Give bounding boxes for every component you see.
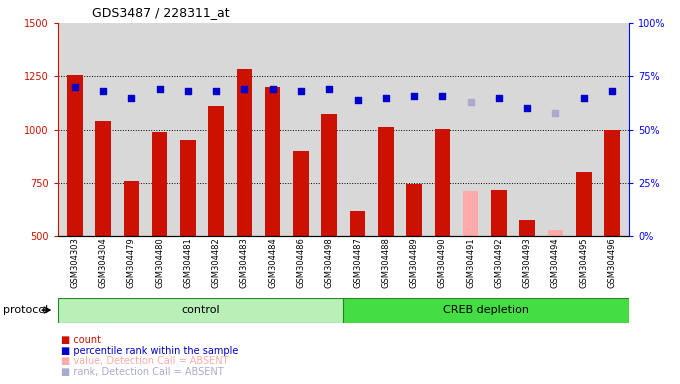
Text: CREB depletion: CREB depletion (443, 305, 529, 315)
Bar (576, 172, 592, 236)
Point (154, 86, 165, 92)
Point (607, 88, 617, 94)
Bar (547, 230, 563, 236)
Bar (67, 74, 82, 236)
Bar (293, 151, 309, 236)
Bar (343, 298, 629, 323)
Point (522, 105, 532, 111)
Text: GDS3487 / 228311_at: GDS3487 / 228311_at (92, 6, 229, 19)
Point (267, 86, 278, 92)
Bar (124, 181, 139, 236)
Point (409, 93, 420, 99)
Text: ■ count: ■ count (61, 335, 101, 345)
Bar (322, 114, 337, 236)
Bar (180, 140, 196, 236)
Point (211, 88, 222, 94)
Point (550, 109, 561, 116)
Point (126, 94, 137, 101)
Point (494, 94, 505, 101)
Point (239, 86, 250, 92)
Bar (58, 298, 343, 323)
Text: control: control (182, 305, 220, 315)
Bar (152, 132, 167, 236)
Text: ■ percentile rank within the sample: ■ percentile rank within the sample (61, 346, 239, 356)
Point (380, 94, 391, 101)
Point (352, 97, 363, 103)
Point (296, 88, 307, 94)
Text: ■ rank, Detection Call = ABSENT: ■ rank, Detection Call = ABSENT (61, 367, 224, 377)
Point (578, 94, 589, 101)
Bar (463, 191, 479, 236)
Point (465, 99, 476, 105)
Bar (378, 127, 394, 236)
Bar (237, 69, 252, 236)
Point (98, 88, 109, 94)
Bar (491, 190, 507, 236)
Point (324, 86, 335, 92)
Bar (208, 106, 224, 236)
Bar (95, 121, 111, 236)
Text: protocol: protocol (3, 305, 49, 315)
Text: ■ value, Detection Call = ABSENT: ■ value, Detection Call = ABSENT (61, 356, 228, 366)
Bar (605, 130, 619, 236)
Bar (350, 210, 365, 236)
Point (437, 93, 448, 99)
Bar (435, 129, 450, 236)
Bar (407, 184, 422, 236)
Point (182, 88, 193, 94)
Bar (520, 220, 535, 236)
Point (69, 84, 80, 90)
Bar (265, 87, 280, 236)
